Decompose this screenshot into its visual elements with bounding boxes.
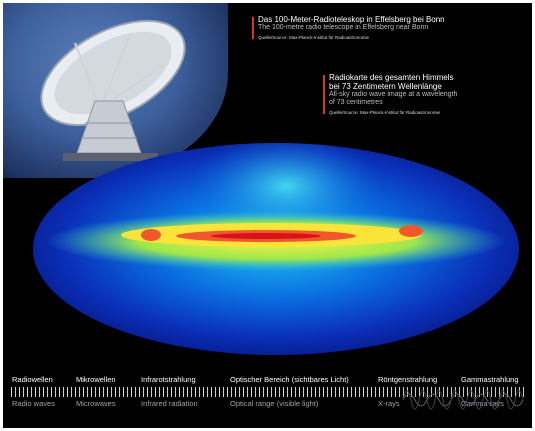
telescope-title-en: The 100-metre radio telescope in Effelsb… [258,24,429,31]
wave-graphic [403,390,524,410]
image-frame: Das 100-Meter-Radioteleskop in Effelsber… [3,3,532,428]
skymap-title-de-1: Radiokarte des gesamten Himmels [329,73,454,82]
skymap-title-en-2: of 73 centimetres [329,99,383,106]
radio-telescope-photo [3,3,228,178]
band-label-de: Mikrowellen [76,375,116,384]
all-sky-radio-map [31,131,521,361]
telescope-source: Quelle/Source: Max-Planck-Institut für R… [258,35,370,40]
spectrum-strip: Radiowellen Mikrowellen Infrarotstrahlun… [3,368,532,428]
caption-accent-bar [323,75,325,114]
band-label-de: Infrarotstrahlung [141,375,196,384]
band-label-de: Optischer Bereich (sichtbares Licht) [230,375,349,384]
caption-accent-bar [252,17,254,39]
band-label-de: Radiowellen [12,375,53,384]
skymap-source: Quelle/Source: Max-Planck-Institut für R… [329,110,441,115]
band-label-en: Optical range (visible light) [230,399,319,408]
band-label-en: X-rays [378,399,400,408]
skymap-caption: Radiokarte des gesamten Himmels bei 73 Z… [323,73,458,116]
sky-map-graphic [33,143,519,355]
radio-telescope-illustration [40,19,186,161]
band-label-en: Radio waves [12,399,55,408]
skymap-title-de-2: bei 73 Zentimetern Wellenlänge [329,82,442,91]
telescope-caption: Das 100-Meter-Radioteleskop in Effelsber… [252,15,445,41]
band-label-de: Röntgenstrahlung [378,375,438,384]
skymap-title-en-1: All-sky radio wave image at a wavelength [329,91,458,98]
telescope-title-de: Das 100-Meter-Radioteleskop in Effelsber… [258,15,445,24]
band-label-en: Infrared radiation [141,399,198,408]
wavelength-scale [11,387,526,397]
band-label-en: Microwaves [76,399,116,408]
band-label-de: Gammastrahlung [461,375,519,384]
